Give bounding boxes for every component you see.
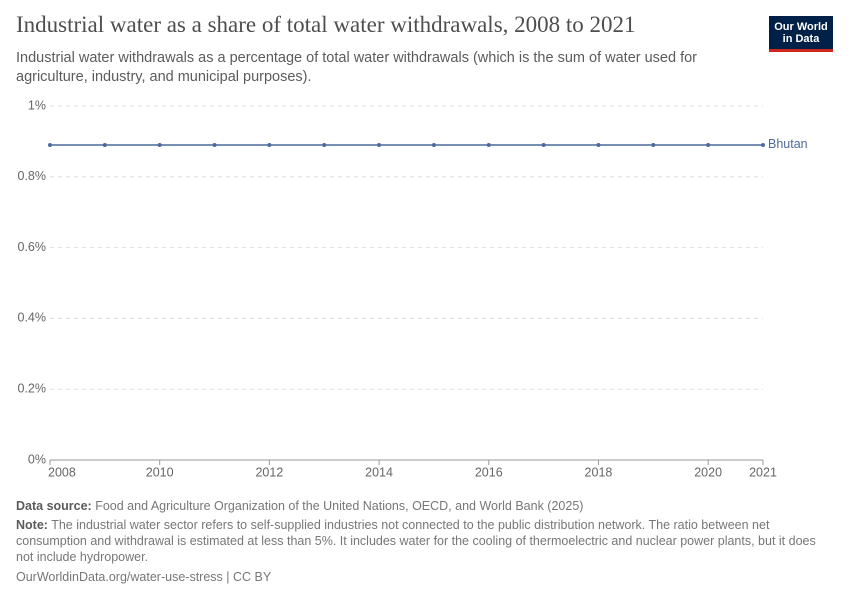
logo[interactable]: Our World in Data [769,16,833,52]
note-text: The industrial water sector refers to se… [16,518,816,564]
point [486,142,491,147]
logo-line: in Data [782,33,820,45]
chart-title: Industrial water as a share of total wat… [16,12,636,37]
series-label: Bhutan [768,137,808,151]
source-label: Data source: [16,499,92,513]
point [651,142,656,147]
point [322,142,327,147]
point [48,142,52,147]
y-tick-label: 1% [28,98,46,112]
x-tick-label: 2021 [749,465,777,479]
point [431,142,436,147]
y-tick-label: 0.4% [18,311,47,325]
footer[interactable]: OurWorldinData.org/water-use-stress | CC… [16,570,272,584]
point [267,142,272,147]
note: Note: The industrial water sector refers… [16,517,816,565]
x-tick-label: 2014 [365,465,393,479]
y-tick-label: 0.8% [18,169,47,183]
point [212,142,217,147]
point [157,142,162,147]
x-tick-label: 2016 [475,465,503,479]
x-tick-label: 2020 [694,465,722,479]
point [541,142,546,147]
logo-line: Our World [774,21,828,33]
note-label: Note: [16,518,48,532]
chart-subtitle: Industrial water withdrawals as a percen… [16,50,698,85]
y-tick-label: 0.6% [18,240,47,254]
y-tick-label: 0% [28,452,46,466]
point [102,142,107,147]
x-tick-label: 2018 [585,465,613,479]
point [761,142,765,147]
point [596,142,601,147]
y-tick-label: 0.2% [18,381,47,395]
source: Data source: Food and Agriculture Organi… [16,498,816,514]
point [706,142,711,147]
x-tick-label: 2008 [48,465,76,479]
x-tick-label: 2010 [146,465,174,479]
point [377,142,382,147]
x-tick-label: 2012 [255,465,283,479]
source-text: Food and Agriculture Organization of the… [95,499,584,513]
